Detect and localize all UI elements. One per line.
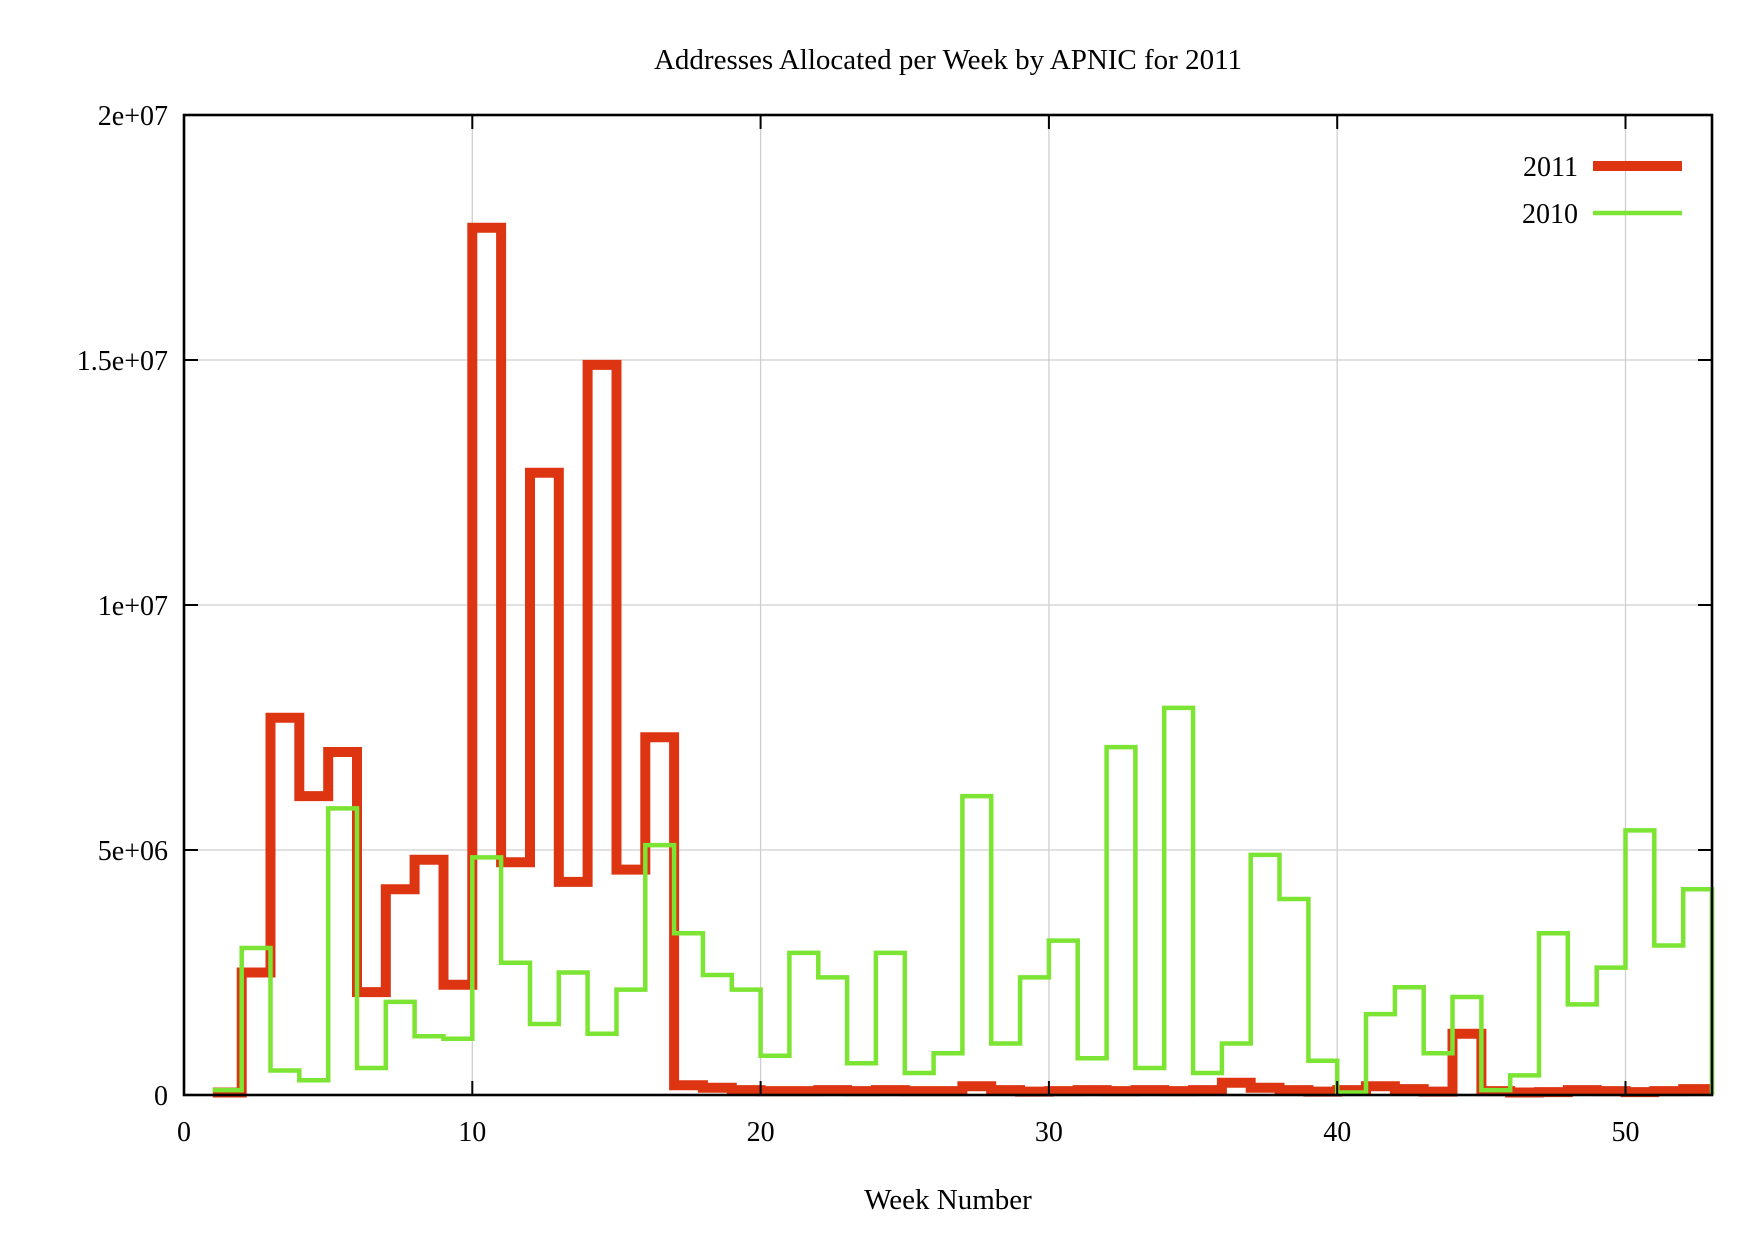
series-2010-line xyxy=(212,705,1715,1095)
x-tick-label: 40 xyxy=(1323,1117,1351,1148)
chart-title: Addresses Allocated per Week by APNIC fo… xyxy=(653,44,1243,76)
legend-label-2010: 2010 xyxy=(1522,199,1578,230)
x-tick-label: 30 xyxy=(1035,1117,1063,1148)
x-tick-label: 20 xyxy=(747,1117,775,1148)
y-tick-label: 5e+06 xyxy=(98,836,168,867)
grid-lines xyxy=(184,114,1712,1095)
x-axis-title: Week Number xyxy=(864,1184,1032,1216)
x-tick-label: 50 xyxy=(1612,1117,1640,1148)
tick-marks xyxy=(183,114,1712,1096)
legend: 2011 2010 xyxy=(1522,152,1682,230)
series-2011-line xyxy=(212,222,1712,1098)
y-tick-label: 1e+07 xyxy=(98,591,168,622)
y-tick-label: 1.5e+07 xyxy=(77,346,168,377)
x-tick-label: 10 xyxy=(458,1117,486,1148)
x-tick-label: 0 xyxy=(177,1117,191,1148)
y-tick-label: 2e+07 xyxy=(98,101,168,132)
legend-label-2011: 2011 xyxy=(1523,152,1578,183)
y-tick-label: 0 xyxy=(154,1081,168,1112)
